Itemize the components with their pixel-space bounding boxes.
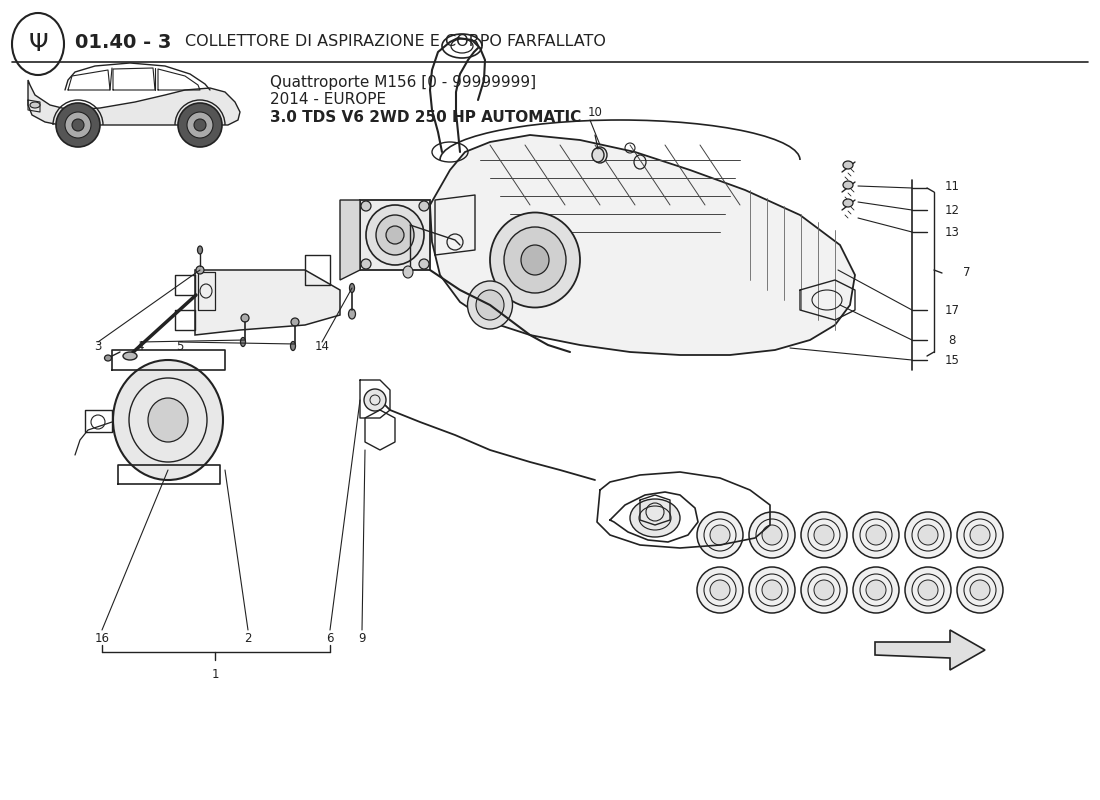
Ellipse shape <box>490 213 580 307</box>
Ellipse shape <box>361 259 371 269</box>
Ellipse shape <box>30 102 40 108</box>
Ellipse shape <box>843 161 852 169</box>
Text: 16: 16 <box>95 631 110 645</box>
Ellipse shape <box>403 266 412 278</box>
Ellipse shape <box>361 201 371 211</box>
Text: Ψ: Ψ <box>29 32 47 56</box>
Text: 12: 12 <box>945 203 959 217</box>
Text: 6: 6 <box>327 631 333 645</box>
Ellipse shape <box>123 352 138 360</box>
Ellipse shape <box>241 314 249 322</box>
Ellipse shape <box>852 512 899 558</box>
Ellipse shape <box>468 281 513 329</box>
Ellipse shape <box>762 525 782 545</box>
Polygon shape <box>28 80 240 125</box>
Ellipse shape <box>113 360 223 480</box>
Ellipse shape <box>801 512 847 558</box>
Ellipse shape <box>366 205 424 265</box>
Text: 4: 4 <box>136 341 144 354</box>
Ellipse shape <box>814 580 834 600</box>
Ellipse shape <box>292 318 299 326</box>
Ellipse shape <box>905 512 952 558</box>
Text: 2: 2 <box>244 631 252 645</box>
Ellipse shape <box>970 580 990 600</box>
Text: 2014 - EUROPE: 2014 - EUROPE <box>270 93 386 107</box>
Text: 3.0 TDS V6 2WD 250 HP AUTOMATIC: 3.0 TDS V6 2WD 250 HP AUTOMATIC <box>270 110 581 126</box>
Text: 8: 8 <box>948 334 956 346</box>
Text: 1: 1 <box>211 669 219 682</box>
Ellipse shape <box>194 119 206 131</box>
Ellipse shape <box>72 119 84 131</box>
Ellipse shape <box>866 525 886 545</box>
Ellipse shape <box>957 567 1003 613</box>
Ellipse shape <box>521 245 549 275</box>
Ellipse shape <box>350 283 354 293</box>
Text: COLLETTORE DI ASPIRAZIONE E CORPO FARFALLATO: COLLETTORE DI ASPIRAZIONE E CORPO FARFAL… <box>185 34 606 50</box>
Ellipse shape <box>148 398 188 442</box>
Text: 17: 17 <box>945 303 959 317</box>
Ellipse shape <box>376 215 414 255</box>
Ellipse shape <box>364 389 386 411</box>
Polygon shape <box>340 200 360 280</box>
Ellipse shape <box>710 580 730 600</box>
Ellipse shape <box>749 567 795 613</box>
Text: 15: 15 <box>945 354 959 366</box>
Text: 7: 7 <box>964 266 970 279</box>
Ellipse shape <box>419 259 429 269</box>
Ellipse shape <box>476 290 504 320</box>
Text: 9: 9 <box>359 631 365 645</box>
Ellipse shape <box>592 148 604 162</box>
Ellipse shape <box>749 512 795 558</box>
Text: 10: 10 <box>587 106 603 118</box>
Ellipse shape <box>196 266 204 274</box>
Ellipse shape <box>918 580 938 600</box>
Polygon shape <box>430 135 855 355</box>
Ellipse shape <box>970 525 990 545</box>
Ellipse shape <box>12 13 64 75</box>
Ellipse shape <box>349 309 355 319</box>
Ellipse shape <box>957 512 1003 558</box>
Polygon shape <box>195 270 340 335</box>
Text: 11: 11 <box>945 179 959 193</box>
Ellipse shape <box>104 355 111 361</box>
Polygon shape <box>360 200 430 270</box>
Ellipse shape <box>814 525 834 545</box>
Ellipse shape <box>918 525 938 545</box>
Text: Quattroporte M156 [0 - 99999999]: Quattroporte M156 [0 - 99999999] <box>270 74 536 90</box>
Ellipse shape <box>697 567 742 613</box>
Text: 01.40 - 3: 01.40 - 3 <box>75 33 172 51</box>
Ellipse shape <box>843 199 852 207</box>
Ellipse shape <box>866 580 886 600</box>
Ellipse shape <box>801 567 847 613</box>
Text: 13: 13 <box>945 226 959 238</box>
Ellipse shape <box>843 181 852 189</box>
Ellipse shape <box>198 246 202 254</box>
Ellipse shape <box>241 338 245 346</box>
Ellipse shape <box>852 567 899 613</box>
Ellipse shape <box>386 226 404 244</box>
Ellipse shape <box>178 103 222 147</box>
Ellipse shape <box>762 580 782 600</box>
Text: 14: 14 <box>315 341 330 354</box>
Ellipse shape <box>905 567 952 613</box>
Ellipse shape <box>697 512 742 558</box>
Ellipse shape <box>56 103 100 147</box>
Ellipse shape <box>419 201 429 211</box>
Text: 5: 5 <box>176 341 184 354</box>
Ellipse shape <box>187 112 213 138</box>
Ellipse shape <box>290 342 296 350</box>
Text: 3: 3 <box>95 341 101 354</box>
Ellipse shape <box>65 112 91 138</box>
Ellipse shape <box>630 499 680 537</box>
Ellipse shape <box>710 525 730 545</box>
Polygon shape <box>874 630 984 670</box>
Ellipse shape <box>504 227 566 293</box>
Ellipse shape <box>593 147 607 163</box>
